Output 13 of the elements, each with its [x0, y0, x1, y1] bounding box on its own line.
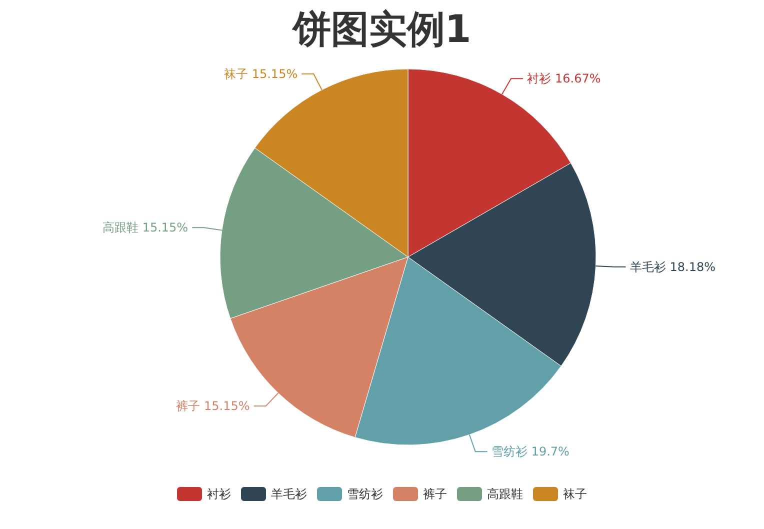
legend-label: 雪纺衫	[347, 487, 383, 501]
legend-label: 裤子	[423, 487, 447, 501]
slice-label: 裤子	[176, 399, 200, 414]
legend-label: 衬衫	[207, 487, 231, 501]
legend-label: 羊毛衫	[271, 487, 307, 501]
chart-title: 饼图实例1	[290, 7, 472, 51]
legend-label: 袜子	[563, 487, 587, 501]
slice-label: 袜子	[224, 66, 248, 81]
slice-label: 羊毛衫	[630, 260, 666, 274]
slice-label: 雪纺衫	[491, 444, 528, 459]
slice-label: 高跟鞋	[102, 220, 138, 235]
slice-label: 衬衫	[527, 72, 552, 86]
legend-label: 高跟鞋	[487, 487, 523, 501]
